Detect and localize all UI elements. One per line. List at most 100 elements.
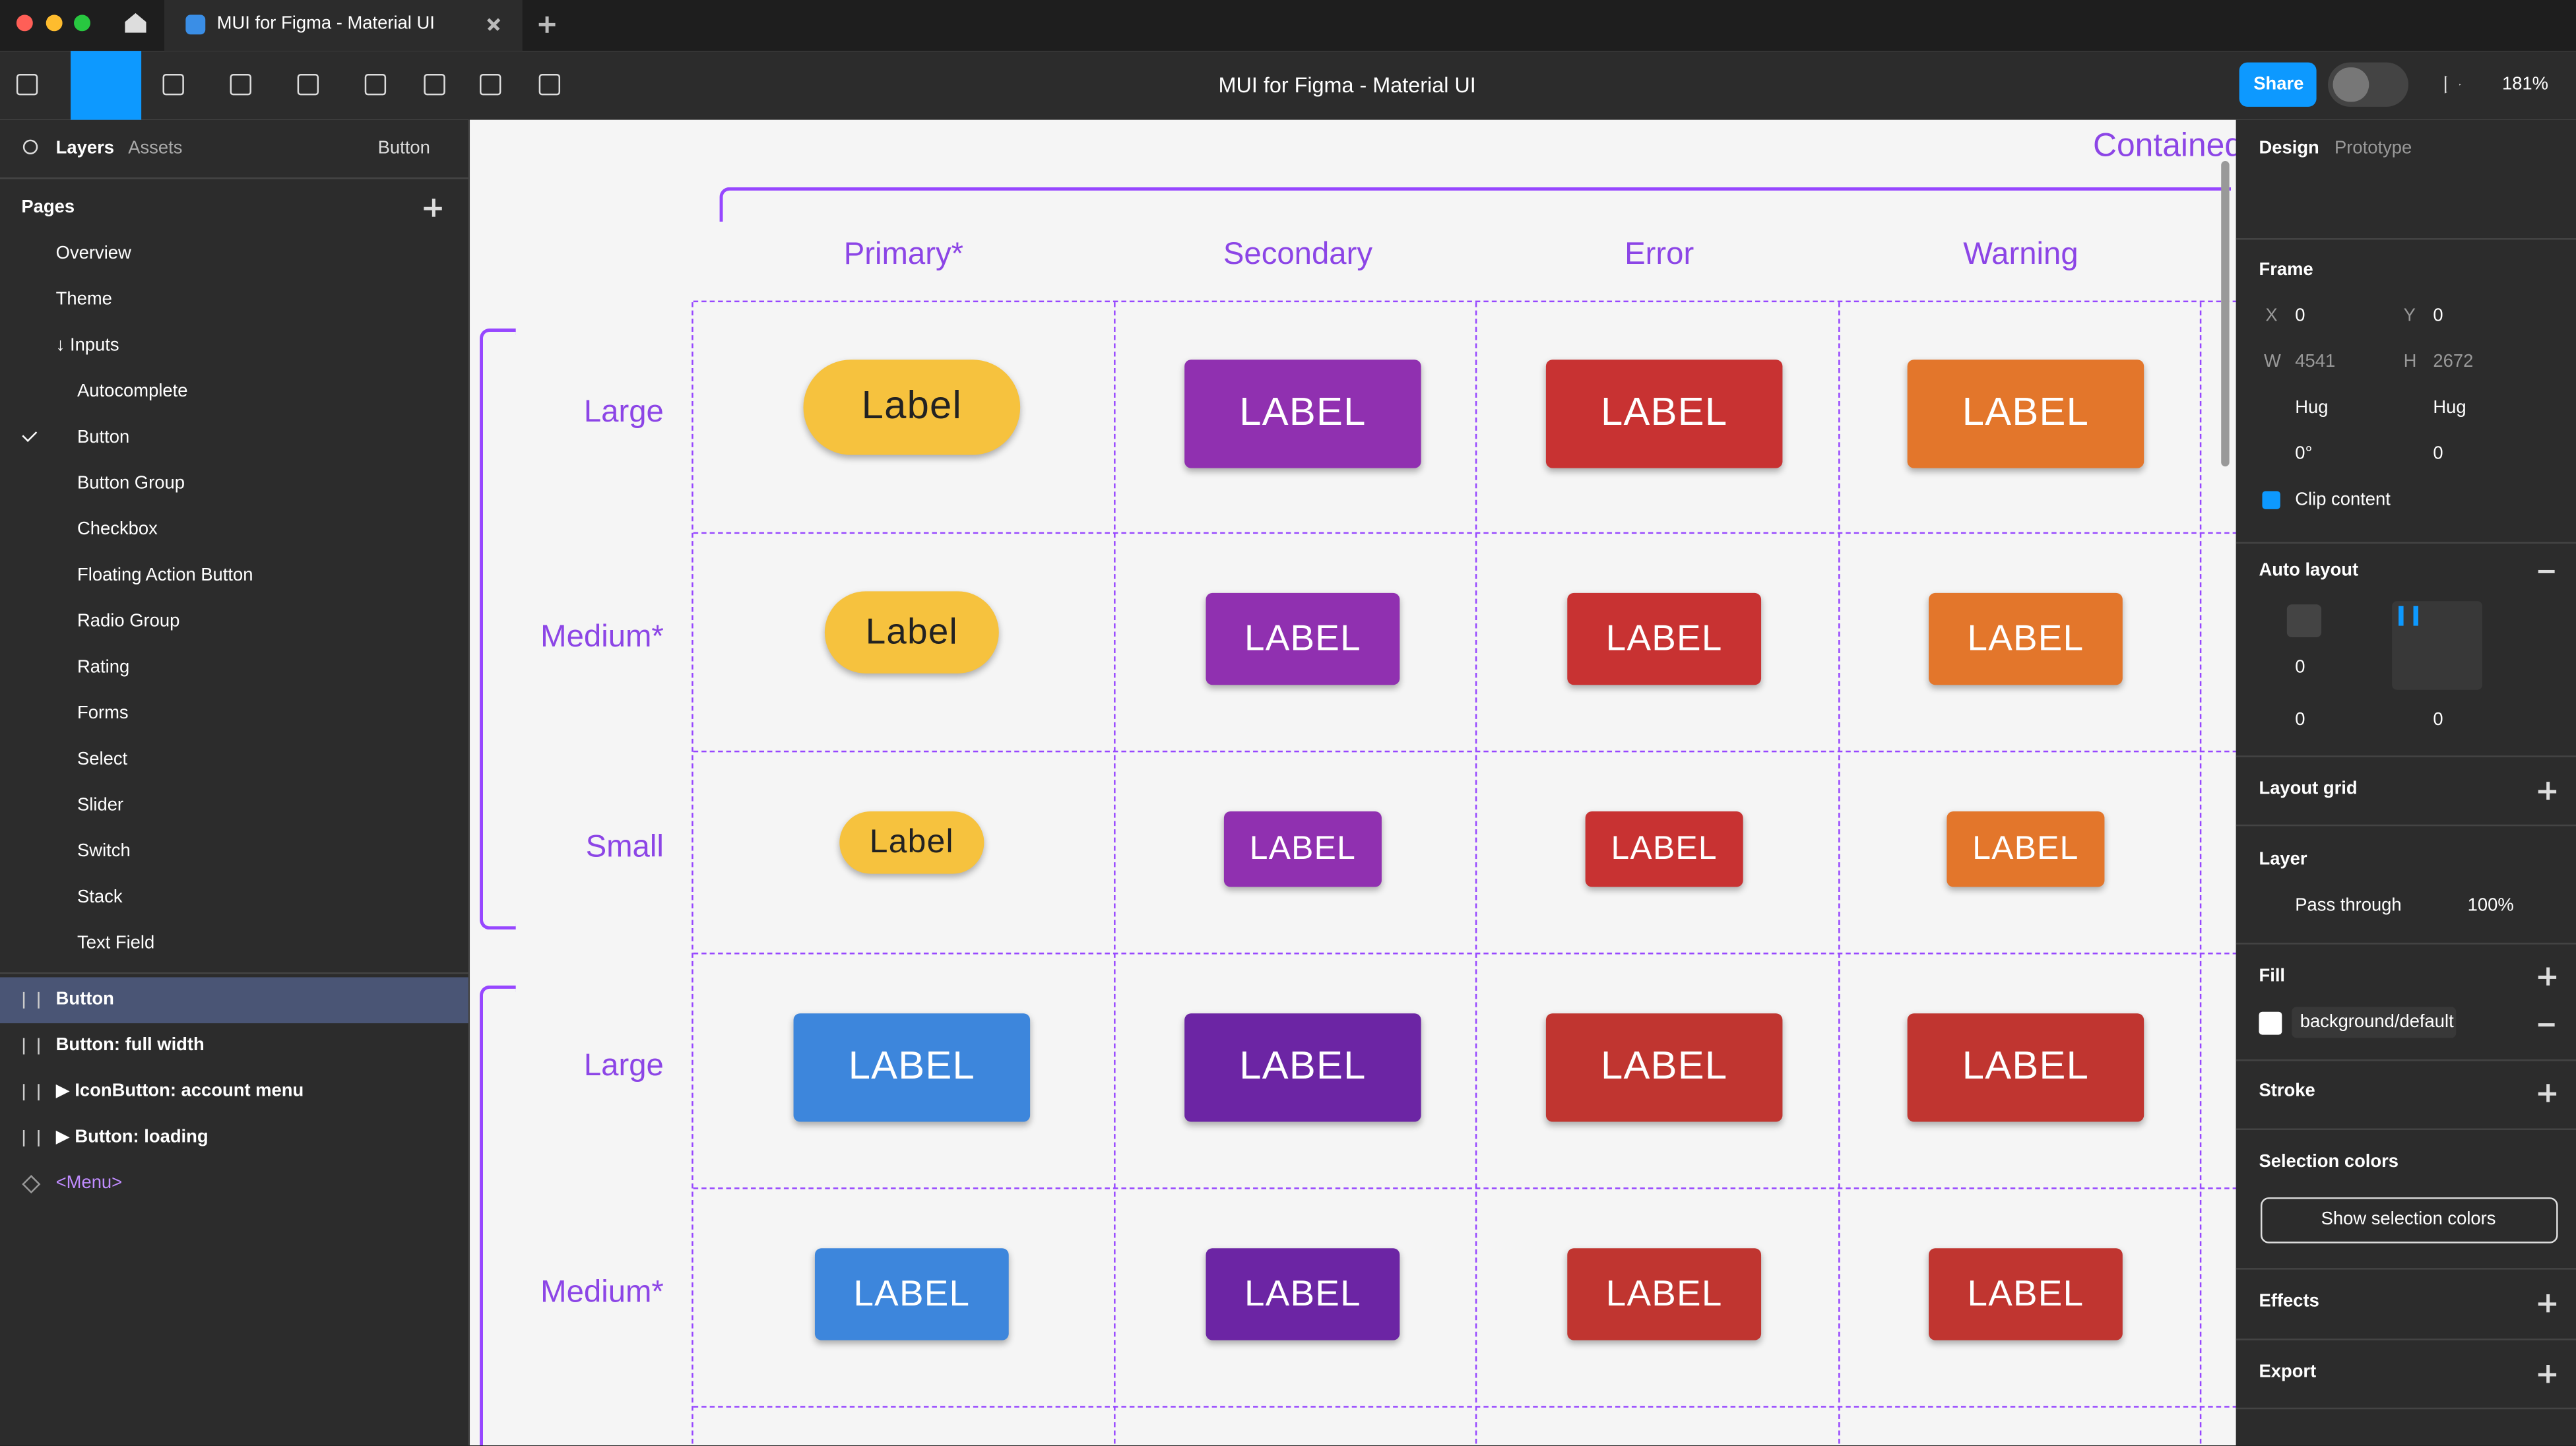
- field-value[interactable]: Hug: [2295, 398, 2329, 418]
- page-item[interactable]: Rating: [77, 657, 130, 677]
- page-item[interactable]: Forms: [77, 703, 129, 724]
- layer-item[interactable]: Button: full width: [55, 1035, 205, 1055]
- button-label[interactable]: LABEL: [1249, 830, 1357, 867]
- page-item[interactable]: Autocomplete: [77, 381, 188, 402]
- panel-tab[interactable]: Prototype: [2334, 139, 2412, 159]
- mui-button[interactable]: [1184, 359, 1421, 468]
- move-tool[interactable]: [71, 51, 142, 120]
- add-page[interactable]: [432, 199, 435, 217]
- show-colors-button[interactable]: [2260, 1197, 2558, 1243]
- mui-button[interactable]: [1907, 359, 2144, 468]
- remove-button[interactable]: [2538, 569, 2555, 573]
- button-label[interactable]: LABEL: [1239, 1043, 1367, 1088]
- button-label[interactable]: LABEL: [1611, 830, 1718, 867]
- button-label[interactable]: LABEL: [1962, 389, 2090, 434]
- page-item[interactable]: Switch: [77, 841, 131, 862]
- tool-icon[interactable]: [297, 74, 319, 96]
- button-label[interactable]: LABEL: [1967, 616, 2084, 658]
- page-item[interactable]: Slider: [77, 796, 124, 815]
- share-button[interactable]: [2239, 62, 2317, 107]
- direction-active[interactable]: [2286, 604, 2322, 638]
- fill-style[interactable]: background/default: [2300, 1012, 2454, 1032]
- button-label[interactable]: Label: [869, 823, 954, 860]
- remove-button[interactable]: [2538, 1023, 2555, 1026]
- show-colors-label[interactable]: Show selection colors: [2321, 1209, 2496, 1230]
- page-item[interactable]: Stack: [77, 887, 123, 908]
- page-item[interactable]: Theme: [55, 290, 112, 310]
- mui-button[interactable]: [814, 1247, 1009, 1340]
- layer-item[interactable]: <Menu>: [55, 1173, 123, 1193]
- button-label[interactable]: LABEL: [1244, 1271, 1361, 1313]
- button-label[interactable]: LABEL: [1972, 830, 2079, 867]
- tool-icon[interactable]: [364, 74, 387, 96]
- button-label[interactable]: LABEL: [1239, 389, 1367, 434]
- mui-button[interactable]: [1567, 1247, 1762, 1340]
- page-item[interactable]: Button Group: [77, 474, 185, 493]
- mui-button[interactable]: [1545, 1012, 1783, 1121]
- field-value[interactable]: 0: [2295, 657, 2305, 677]
- mui-button[interactable]: [1206, 1247, 1400, 1340]
- fill-swatch[interactable]: [2259, 1011, 2282, 1035]
- tool-icon[interactable]: [230, 74, 251, 96]
- page-item[interactable]: Button: [77, 427, 130, 448]
- button-label[interactable]: LABEL: [848, 1043, 975, 1088]
- mui-button[interactable]: [824, 590, 999, 673]
- button-label[interactable]: LABEL: [1962, 1043, 2090, 1088]
- mui-button[interactable]: [803, 359, 1021, 455]
- page-item[interactable]: Radio Group: [77, 612, 180, 632]
- add-button[interactable]: [2546, 1084, 2549, 1102]
- field-value[interactable]: Hug: [2433, 398, 2466, 418]
- field-value[interactable]: 0: [2433, 444, 2443, 464]
- window-control[interactable]: [46, 15, 63, 32]
- share-label[interactable]: Share: [2253, 75, 2304, 94]
- add-button[interactable]: [2546, 1365, 2549, 1383]
- mui-button[interactable]: [1545, 359, 1783, 468]
- new-tab[interactable]: [545, 16, 548, 33]
- current-page[interactable]: Button: [377, 139, 430, 159]
- mui-button[interactable]: [1184, 1012, 1421, 1121]
- mui-button[interactable]: [1929, 1247, 2123, 1340]
- field-value[interactable]: 0: [2295, 306, 2305, 326]
- field-value[interactable]: 0: [2433, 710, 2443, 730]
- field-value[interactable]: 0: [2295, 710, 2305, 730]
- button-label[interactable]: LABEL: [1605, 1271, 1723, 1313]
- tool-icon[interactable]: [538, 74, 561, 96]
- layer-item[interactable]: ▶ Button: loading: [55, 1127, 209, 1147]
- mui-button[interactable]: [839, 810, 984, 873]
- layer-item[interactable]: Button: [55, 989, 114, 1009]
- add-button[interactable]: [2546, 782, 2549, 800]
- file-tab[interactable]: [164, 0, 523, 51]
- window-control[interactable]: [16, 15, 33, 32]
- field-value[interactable]: 0: [2433, 306, 2443, 326]
- mui-button[interactable]: [1947, 810, 2105, 887]
- button-label[interactable]: LABEL: [853, 1271, 971, 1313]
- mui-button[interactable]: [1907, 1012, 2144, 1121]
- panel-tab[interactable]: Assets: [128, 139, 183, 159]
- checkbox-label[interactable]: Clip content: [2295, 489, 2391, 510]
- page-item[interactable]: Checkbox: [77, 519, 158, 540]
- field-value[interactable]: 0°: [2295, 444, 2313, 464]
- tool-icon[interactable]: [16, 74, 38, 96]
- button-label[interactable]: Label: [865, 610, 958, 651]
- button-label[interactable]: LABEL: [1967, 1271, 2084, 1313]
- page-item[interactable]: ↓ Inputs: [55, 335, 119, 356]
- mui-button[interactable]: [1585, 810, 1743, 887]
- mui-button[interactable]: [793, 1012, 1031, 1121]
- panel-tab[interactable]: Layers: [55, 139, 115, 159]
- autolayout-grid[interactable]: [2392, 601, 2483, 690]
- zoom-level[interactable]: 181%: [2501, 75, 2549, 94]
- button-label[interactable]: LABEL: [1244, 616, 1361, 658]
- button-label[interactable]: LABEL: [1601, 1043, 1728, 1088]
- page-item[interactable]: Overview: [55, 243, 131, 264]
- field-value[interactable]: 4541: [2295, 352, 2336, 372]
- button-label[interactable]: LABEL: [1601, 389, 1728, 434]
- mui-button[interactable]: [1206, 592, 1400, 685]
- button-label[interactable]: LABEL: [1605, 616, 1723, 658]
- page-item[interactable]: Floating Action Button: [77, 565, 253, 586]
- add-button[interactable]: [2546, 1294, 2549, 1313]
- mui-button[interactable]: [1567, 592, 1762, 685]
- add-button[interactable]: [2546, 967, 2549, 986]
- field-value[interactable]: Pass through: [2295, 895, 2402, 916]
- field-value[interactable]: 2672: [2433, 352, 2474, 372]
- layer-item[interactable]: ▶ IconButton: account menu: [55, 1081, 304, 1102]
